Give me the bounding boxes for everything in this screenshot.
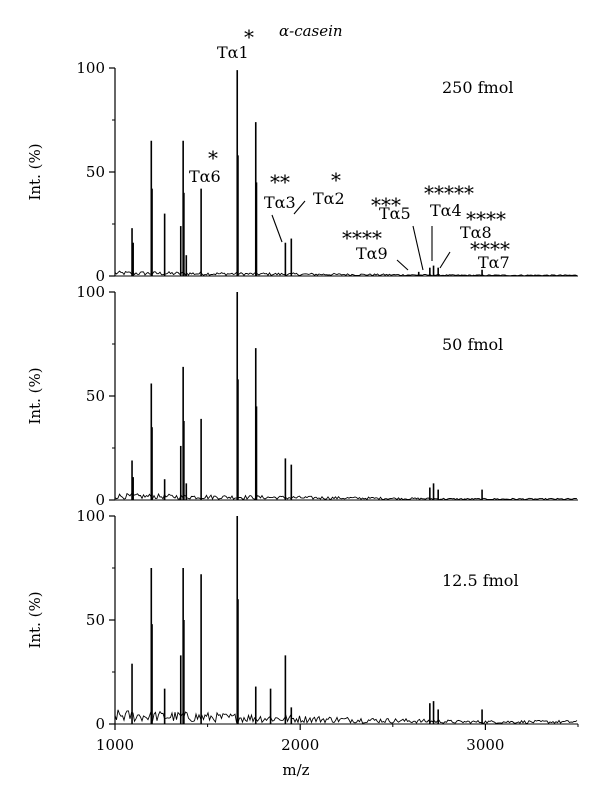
annotation-label: Tα8 bbox=[460, 223, 492, 242]
annotation-leader-line bbox=[293, 200, 306, 215]
y-axis-title: Int. (%) bbox=[26, 143, 44, 200]
y-tick-label: 0 bbox=[95, 715, 105, 733]
annotation-stars: ** bbox=[270, 170, 290, 194]
y-tick-label: 50 bbox=[86, 387, 105, 405]
panel-label: 50 fmol bbox=[442, 335, 503, 354]
y-tick-label: 50 bbox=[86, 611, 105, 629]
shared-x-axis: 1000 2000 3000 bbox=[96, 724, 579, 754]
y-axis-title: Int. (%) bbox=[26, 367, 44, 424]
y-tick-label: 0 bbox=[95, 491, 105, 509]
annotation-label: Tα1 bbox=[217, 43, 249, 62]
x-tick-label: 1000 bbox=[96, 736, 134, 754]
y-axis-title: Int. (%) bbox=[26, 591, 44, 648]
annotation-label: Tα2 bbox=[313, 189, 345, 208]
spectrum-baseline-trace bbox=[114, 492, 578, 501]
spectra-panels: 0 50 100 Int. (%) 250 fmol 0 50 100 Int. (%) 50 f… bbox=[26, 59, 578, 733]
annotation-leader-line bbox=[412, 225, 424, 271]
x-tick-label: 2000 bbox=[281, 736, 319, 754]
spectrum-panel: 0 50 100 Int. (%) 50 fmol bbox=[26, 283, 578, 509]
spectrum-panel: 0 50 100 Int. (%) 12.5 fmol bbox=[26, 507, 578, 733]
annotation-label: Tα3 bbox=[264, 193, 296, 212]
annotation-leader-line bbox=[271, 214, 283, 243]
x-axis-title: m/z bbox=[282, 761, 309, 779]
panel-label: 250 fmol bbox=[442, 78, 513, 97]
spectrum-baseline-trace bbox=[114, 709, 578, 725]
annotation-stars: **** bbox=[342, 226, 382, 250]
annotation-label: Tα9 bbox=[356, 244, 388, 263]
spectrum-panel: 0 50 100 Int. (%) 250 fmol bbox=[26, 59, 578, 285]
annotation-stars: **** bbox=[466, 207, 506, 231]
annotation-stars: ***** bbox=[424, 181, 474, 205]
y-tick-label: 100 bbox=[76, 59, 105, 77]
annotation-label: Tα6 bbox=[189, 167, 221, 186]
annotation-stars: * bbox=[331, 168, 341, 192]
annotation-stars: * bbox=[244, 25, 254, 49]
annotation-leader-line bbox=[439, 251, 451, 269]
annotation-label: Tα4 bbox=[430, 201, 462, 220]
x-tick-label: 3000 bbox=[466, 736, 504, 754]
annotation-label: Tα5 bbox=[379, 204, 411, 223]
panel-label: 12.5 fmol bbox=[442, 571, 519, 590]
y-tick-label: 100 bbox=[76, 507, 105, 525]
annotation-stars: *** bbox=[371, 193, 401, 217]
annotation-leader-line bbox=[396, 259, 409, 271]
annotation-label: Tα7 bbox=[478, 253, 510, 272]
chart-title: α-casein bbox=[279, 22, 343, 40]
spectrum-baseline-trace bbox=[114, 270, 578, 277]
y-tick-label: 50 bbox=[86, 163, 105, 181]
y-tick-label: 100 bbox=[76, 283, 105, 301]
annotation-stars: * bbox=[208, 146, 218, 170]
y-tick-label: 0 bbox=[95, 267, 105, 285]
annotation-stars: **** bbox=[470, 237, 510, 261]
peak-annotations: *Tα1*Tα6 **Tα3*Tα2 ***Tα5*****Tα4****Tα9**… bbox=[189, 25, 510, 272]
